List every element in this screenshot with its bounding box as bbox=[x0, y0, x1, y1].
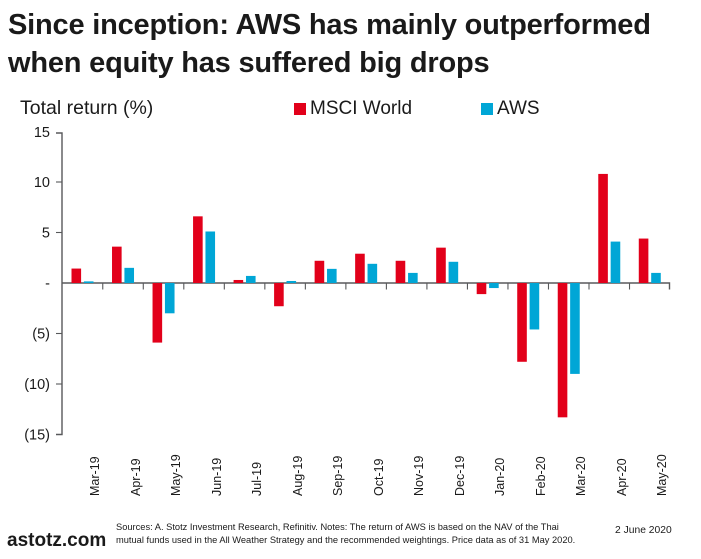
svg-text:(15): (15) bbox=[24, 428, 50, 444]
svg-text:5: 5 bbox=[42, 226, 50, 242]
svg-text:15: 15 bbox=[34, 125, 50, 141]
svg-text:-: - bbox=[45, 276, 50, 292]
svg-text:(5): (5) bbox=[32, 327, 50, 343]
svg-text:10: 10 bbox=[34, 175, 50, 191]
svg-text:(10): (10) bbox=[24, 377, 50, 393]
